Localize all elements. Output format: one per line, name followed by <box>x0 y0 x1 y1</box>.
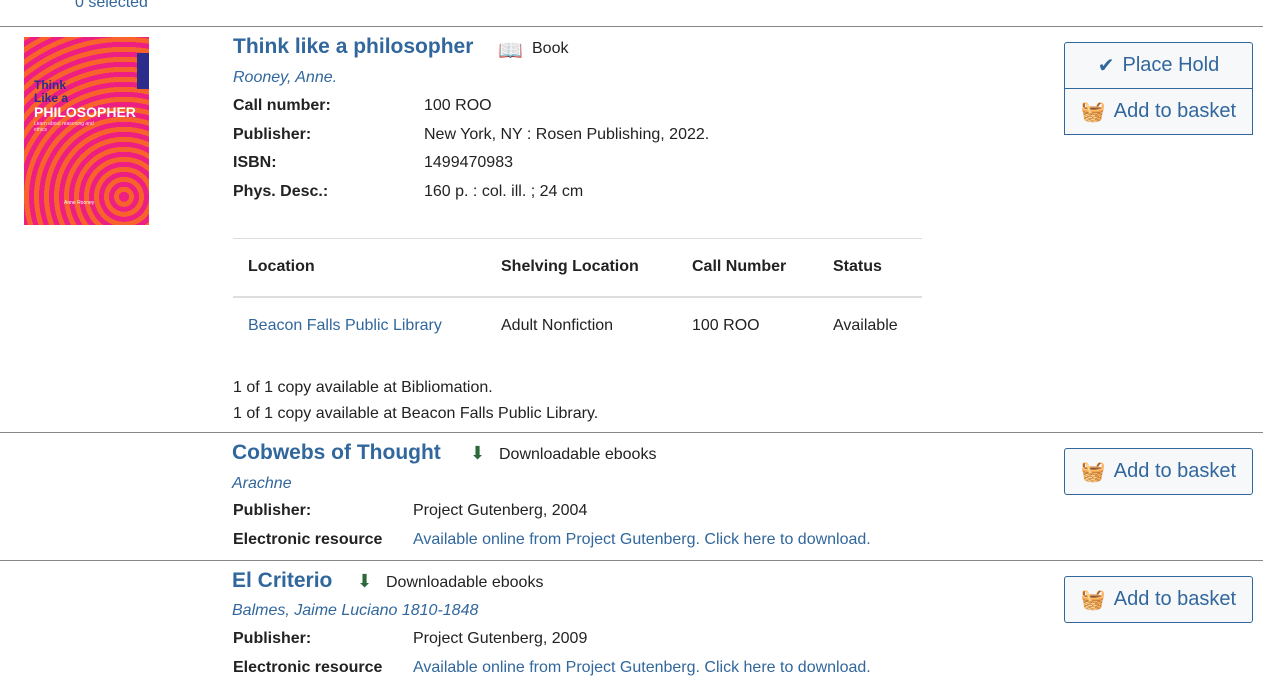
field-label: Publisher: <box>233 502 312 519</box>
cover-tagline: Learn about reasoning and ethics <box>34 121 94 133</box>
record-title[interactable]: Cobwebs of Thought <box>232 441 441 464</box>
field-label: Electronic resource <box>233 531 383 548</box>
download-link[interactable]: Available online from Project Gutenberg.… <box>413 531 871 548</box>
book-icon: 📖 <box>498 40 523 62</box>
record-author[interactable]: Balmes, Jaime Luciano 1810-1848 <box>232 602 479 619</box>
book-cover[interactable]: Think Like a PHILOSOPHER Learn about reas… <box>24 37 149 225</box>
table-cell: 100 ROO <box>692 317 760 334</box>
basket-icon: 🧺 <box>1080 589 1106 611</box>
download-link[interactable]: Available online from Project Gutenberg.… <box>413 659 871 676</box>
field-label: Call number: <box>233 97 331 114</box>
format-label: Downloadable ebooks <box>499 446 657 463</box>
field-label: Publisher: <box>233 126 312 143</box>
cover-spine-band <box>137 53 149 89</box>
column-header: Call Number <box>677 238 818 298</box>
cover-title-main: PHILOSOPHER <box>34 104 136 120</box>
record-title[interactable]: El Criterio <box>232 569 333 592</box>
field-value: 1499470983 <box>424 154 513 171</box>
availability-text: 1 of 1 copy available at Bibliomation. <box>233 379 493 396</box>
holdings-table: Location Shelving Location Call Number S… <box>233 238 922 355</box>
ebook-download-icon: ⬇ <box>357 571 373 591</box>
column-header: Location <box>233 238 486 298</box>
field-value: 100 ROO <box>424 97 492 114</box>
field-value: Project Gutenberg, 2004 <box>413 502 588 519</box>
basket-icon: 🧺 <box>1080 101 1106 123</box>
format-label: Downloadable ebooks <box>386 574 544 591</box>
field-label: Phys. Desc.: <box>233 183 329 200</box>
cover-title: Think Like a <box>34 78 69 105</box>
add-to-basket-button[interactable]: 🧺 Add to basket <box>1064 448 1253 495</box>
divider <box>0 26 1263 27</box>
place-hold-button[interactable]: ✔ Place Hold <box>1064 42 1253 89</box>
table-row: Beacon Falls Public Library Adult Nonfic… <box>233 297 922 355</box>
cover-author: Anne Rooney <box>64 200 95 206</box>
table-cell: Available <box>833 317 898 334</box>
add-to-basket-button[interactable]: 🧺 Add to basket <box>1064 576 1253 623</box>
location-link[interactable]: Beacon Falls Public Library <box>248 317 442 334</box>
ebook-download-icon: ⬇ <box>470 443 486 463</box>
availability-text: 1 of 1 copy available at Beacon Falls Pu… <box>233 405 599 422</box>
basket-icon: 🧺 <box>1080 461 1106 483</box>
record-author[interactable]: Arachne <box>232 475 292 492</box>
add-to-basket-button[interactable]: 🧺 Add to basket <box>1064 88 1253 135</box>
field-value: 160 p. : col. ill. ; 24 cm <box>424 183 584 200</box>
field-value: New York, NY : Rosen Publishing, 2022. <box>424 126 710 143</box>
divider <box>0 560 1263 561</box>
table-header: Location Shelving Location Call Number S… <box>233 238 922 298</box>
field-value: Project Gutenberg, 2009 <box>413 630 588 647</box>
field-label: ISBN: <box>233 154 277 171</box>
selected-count: 0 selected <box>75 0 148 11</box>
format-label: Book <box>532 40 569 57</box>
field-label: Electronic resource <box>233 659 383 676</box>
field-label: Publisher: <box>233 630 312 647</box>
column-header: Shelving Location <box>486 238 677 298</box>
column-header: Status <box>818 238 922 298</box>
record-author[interactable]: Rooney, Anne. <box>233 69 338 86</box>
divider <box>0 432 1263 433</box>
table-cell: Adult Nonfiction <box>501 317 614 334</box>
checkmark-icon: ✔ <box>1097 55 1115 77</box>
record-title[interactable]: Think like a philosopher <box>233 35 474 58</box>
